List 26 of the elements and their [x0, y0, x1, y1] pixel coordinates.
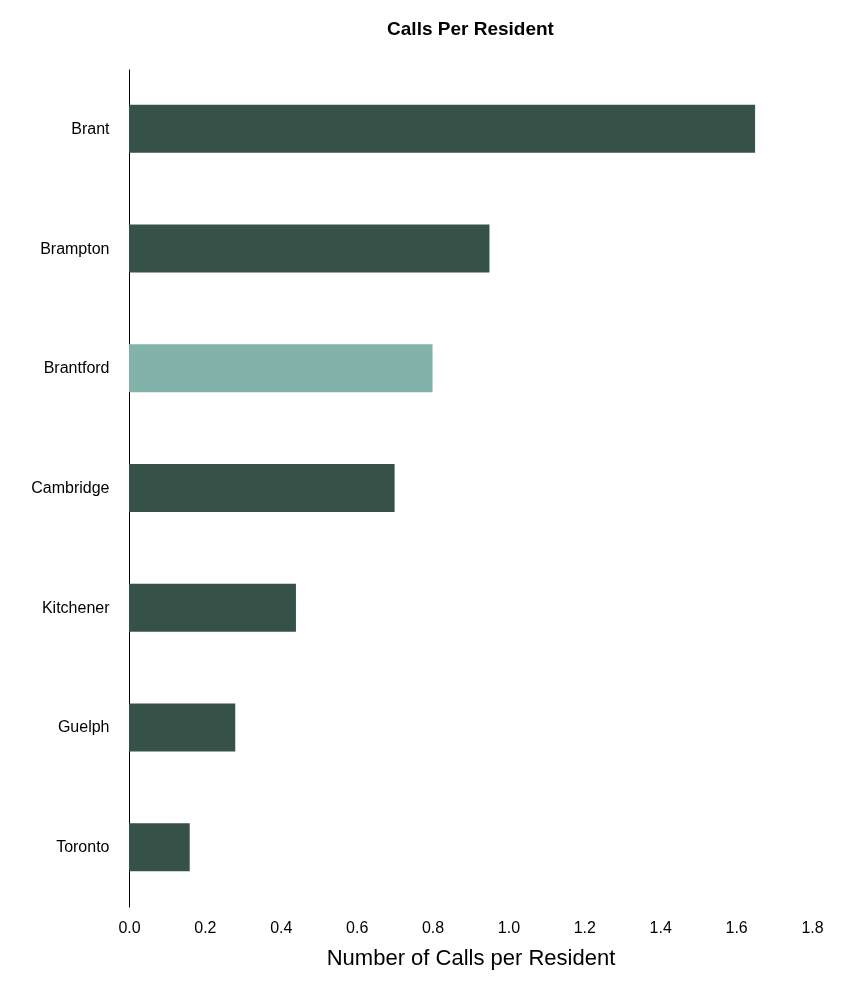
x-tick-label: 0.8: [421, 918, 445, 936]
x-tick-label: 1.2: [573, 918, 597, 936]
x-axis-title: Number of Calls per Resident: [326, 944, 616, 970]
bar: [129, 104, 756, 153]
y-tick-label: Cambridge: [31, 479, 110, 496]
x-tick-label: 0.6: [346, 918, 369, 936]
bar: [129, 344, 433, 393]
bar: [129, 224, 490, 273]
y-tick-label: Brampton: [40, 239, 110, 257]
bar: [129, 464, 395, 512]
chart-title: Calls Per Resident: [387, 18, 555, 39]
x-tick-label: 1.6: [725, 918, 748, 936]
bar: [129, 583, 296, 632]
y-tick-label: Kitchener: [41, 598, 111, 616]
x-tick-label: 0.2: [194, 918, 217, 936]
x-tick-label: 0.0: [118, 918, 141, 936]
x-tick-label: 1.0: [497, 918, 521, 936]
x-tick-label: 0.4: [270, 918, 293, 936]
y-tick-label: Guelph: [57, 718, 110, 736]
y-tick-label: Brant: [71, 119, 111, 137]
y-tick-label: Brantford: [43, 359, 110, 377]
x-tick-label: 1.8: [801, 918, 824, 936]
x-tick-label: 1.4: [649, 918, 672, 936]
y-tick-label: Toronto: [56, 838, 110, 856]
bar: [129, 823, 190, 872]
bar: [129, 703, 236, 752]
